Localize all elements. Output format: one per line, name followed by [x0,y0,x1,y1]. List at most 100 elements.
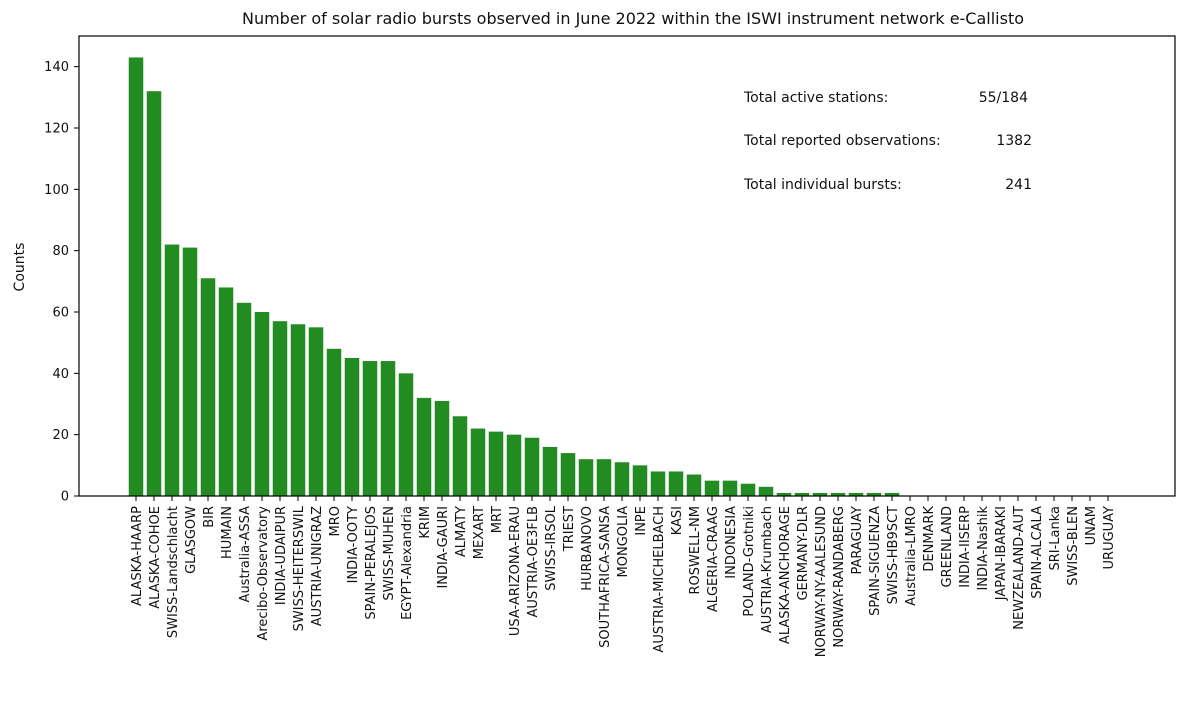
bar [470,428,486,496]
x-tick-label: INDIA-IISERP [958,506,973,588]
x-tick-label: NEWZEALAND-AUT [1012,506,1027,630]
y-tick-label: 120 [44,122,69,137]
bar [362,361,378,496]
bar [632,465,648,496]
summary-annotations: Total active stations: 55/184 Total repo… [743,90,1032,193]
bar [542,446,558,496]
x-tick-label: MRT [490,506,505,533]
y-tick-label: 140 [44,60,69,75]
x-tick-label: INDONESIA [724,506,739,579]
y-tick-label: 40 [52,367,69,382]
x-tick-label: AUSTRIA-UNIGRAZ [310,506,325,626]
x-tick-label: INDIA-Nashik [976,506,991,591]
annotation-value-reported-observations: 1382 [996,133,1032,149]
x-tick-label: INDIA-OOTY [346,506,361,583]
x-tick-label: SWISS-HEITERSWIL [292,505,307,631]
bar-series [128,57,900,496]
bar [128,57,144,496]
y-tick-label: 60 [52,306,69,321]
x-tick-label: POLAND-Grotniki [742,506,757,617]
x-tick-label: GLASGOW [184,506,199,574]
bar [596,459,612,496]
annotation-value-active-stations: 55/184 [979,90,1028,106]
x-tick-label: ROSWELL-NM [688,506,703,594]
x-tick-label: MONGOLIA [616,506,631,578]
bar [848,492,864,496]
plot-frame [78,35,1176,497]
bar [416,397,432,496]
x-tick-label: HUMAIN [220,506,235,559]
x-tick-label: ALASKA-HAARP [130,506,145,606]
bar [326,348,342,496]
x-tick-label: AUSTRIA-Krumbach [760,506,775,633]
annotation-value-individual-bursts: 241 [1005,177,1032,193]
annotation-label-active-stations: Total active stations: [743,90,888,106]
bar [812,492,828,496]
annotation-label-individual-bursts: Total individual bursts: [743,177,902,193]
bar [488,431,504,496]
y-tick-label: 80 [52,244,69,259]
bar [218,287,234,496]
x-tick-label: HURBANOVO [580,506,595,591]
bar [164,244,180,496]
bar [254,312,270,496]
x-tick-label: ALASKA-COHOE [148,506,163,609]
x-tick-label: SRI-Lanka [1048,506,1063,571]
x-tick-label: Australia-LMRO [904,506,919,606]
bar [200,278,216,496]
bar [308,327,324,496]
bar [434,400,450,496]
bar [668,471,684,496]
x-tick-label: EGYPT-Alexandria [400,506,415,620]
x-tick-label: Arecibo-Observatory [256,506,271,641]
x-tick-label: KASI [670,506,685,535]
bar [722,480,738,496]
x-tick-label: MRO [328,506,343,536]
x-tick-label: DENMARK [922,506,937,572]
bar [686,474,702,496]
x-tick-label: BIR [202,506,217,528]
x-tick-label: SWISS-BLEN [1066,506,1081,586]
bar [614,462,630,496]
x-tick-label: NORWAY-RANDABERG [832,506,847,648]
x-tick-label: USA-ARIZONA-ERAU [508,506,523,636]
x-tick-label: PARAGUAY [850,506,865,575]
bar [830,492,846,496]
bar [578,459,594,496]
chart-title: Number of solar radio bursts observed in… [242,9,1024,28]
bar [236,302,252,496]
x-tick-label: KRIM [418,506,433,539]
x-tick-label: MEXART [472,506,487,559]
bar [506,434,522,496]
bar [704,480,720,496]
x-tick-label: SWISS-IRSOL [544,505,559,590]
x-axis: ALASKA-HAARP ALASKA-COHOE SWISS-Landschlac… [130,496,1117,657]
bar [650,471,666,496]
x-tick-label: UNAM [1084,506,1099,545]
bar [560,453,576,496]
bar [146,91,162,496]
x-tick-label: AUSTRIA-OE3FLB [526,506,541,617]
y-axis-label: Counts [12,243,28,292]
x-tick-label: GREENLAND [940,506,955,587]
x-tick-label: SWISS-MUHEN [382,506,397,601]
bar [344,358,360,496]
x-tick-label: JAPAN-IBARAKI [994,506,1009,601]
bar [884,492,900,496]
x-tick-label: NORWAY-NY-AALESUND [814,506,829,657]
x-tick-label: Australia-ASSA [238,506,253,603]
bar [758,486,774,496]
x-tick-label: SOUTHAFRICA-SANSA [598,506,613,648]
bar [380,361,396,496]
annotation-label-reported-observations: Total reported observations: [743,133,941,149]
x-tick-label: TRIEST [562,506,577,552]
x-tick-label: ALMATY [454,506,469,557]
bar [290,324,306,496]
bar [452,416,468,496]
x-tick-label: GERMANY-DLR [796,506,811,601]
x-tick-label: AUSTRIA-MICHELBACH [652,506,667,653]
x-tick-label: URUGUAY [1102,506,1117,570]
x-tick-label: INDIA-GAURI [436,506,451,589]
